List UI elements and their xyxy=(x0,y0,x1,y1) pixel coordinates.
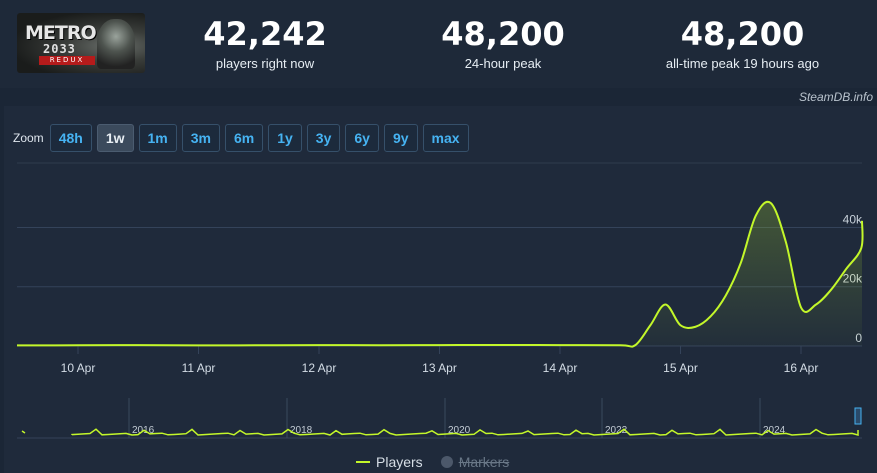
navigator-year-label: 2018 xyxy=(290,425,313,436)
series-area-players xyxy=(17,201,863,347)
chart-legend: Players Markers xyxy=(356,454,509,470)
logo-edition: REDUX xyxy=(39,56,95,65)
zoom-button-1w[interactable]: 1w xyxy=(96,124,134,152)
x-tick-label: 12 Apr xyxy=(302,361,337,375)
players-now-value: 42,242 xyxy=(203,15,327,53)
series-line-players xyxy=(16,200,864,348)
navigator-sparkline xyxy=(21,428,859,436)
all-time-peak-value: 48,200 xyxy=(680,15,805,53)
peak-24h-label: 24-hour peak xyxy=(464,56,542,71)
logo-subtitle: 2033 xyxy=(43,42,76,56)
all-time-peak-stat: 48,200 all-time peak 19 hours ago xyxy=(640,16,845,71)
logo-title: METRO xyxy=(25,22,97,44)
zoom-button-9y[interactable]: 9y xyxy=(383,124,418,152)
x-tick-label: 15 Apr xyxy=(663,361,698,375)
navigator-range-handle[interactable] xyxy=(854,407,862,425)
steamdb-credit[interactable]: SteamDB.info xyxy=(798,90,873,104)
players-legend-swatch xyxy=(356,461,370,463)
zoom-button-6y[interactable]: 6y xyxy=(345,124,379,152)
zoom-button-max[interactable]: max xyxy=(422,124,469,152)
peak-24h-stat: 48,200 24-hour peak xyxy=(413,16,593,71)
x-tick-label: 10 Apr xyxy=(61,361,96,375)
zoom-button-3m[interactable]: 3m xyxy=(181,124,220,152)
players-now-label: players right now xyxy=(215,56,315,71)
zoom-controls: Zoom 48h 1w 1m 3m 6m 1y 3y 6y 9y max xyxy=(13,124,474,152)
zoom-button-48h[interactable]: 48h xyxy=(49,124,92,152)
legend-item-markers[interactable]: Markers xyxy=(458,454,510,470)
y-tick-label: 40k xyxy=(843,212,863,226)
stats-header: METRO 2033 REDUX 42,242 players right no… xyxy=(0,0,877,88)
players-now-stat: 42,242 players right now xyxy=(175,16,355,71)
legend-item-players[interactable]: Players xyxy=(376,454,423,470)
navigator-year-label: 2020 xyxy=(448,425,471,436)
zoom-button-1m[interactable]: 1m xyxy=(138,124,177,152)
x-tick-label: 13 Apr xyxy=(422,361,457,375)
markers-legend-dot-icon xyxy=(440,456,453,468)
zoom-label: Zoom xyxy=(13,131,44,145)
all-time-peak-label: all-time peak 19 hours ago xyxy=(665,56,820,71)
x-tick-label: 11 Apr xyxy=(182,361,216,375)
peak-24h-value: 48,200 xyxy=(441,15,565,53)
navigator-year-label: 2024 xyxy=(763,425,786,436)
zoom-button-3y[interactable]: 3y xyxy=(306,124,341,152)
zoom-button-1y[interactable]: 1y xyxy=(268,124,302,152)
navigator-year-label: 2022 xyxy=(605,425,628,436)
zoom-button-6m[interactable]: 6m xyxy=(224,124,264,152)
game-cover-image[interactable]: METRO 2033 REDUX xyxy=(17,13,145,73)
x-tick-label: 14 Apr xyxy=(543,361,578,375)
x-tick-label: 16 Apr xyxy=(784,361,819,375)
cover-figure-art xyxy=(97,19,135,69)
